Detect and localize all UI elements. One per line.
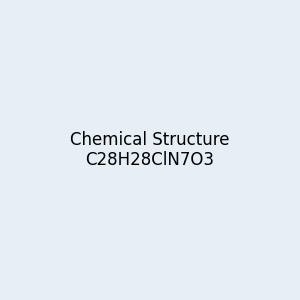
Text: Chemical Structure
C28H28ClN7O3: Chemical Structure C28H28ClN7O3 — [70, 130, 230, 170]
